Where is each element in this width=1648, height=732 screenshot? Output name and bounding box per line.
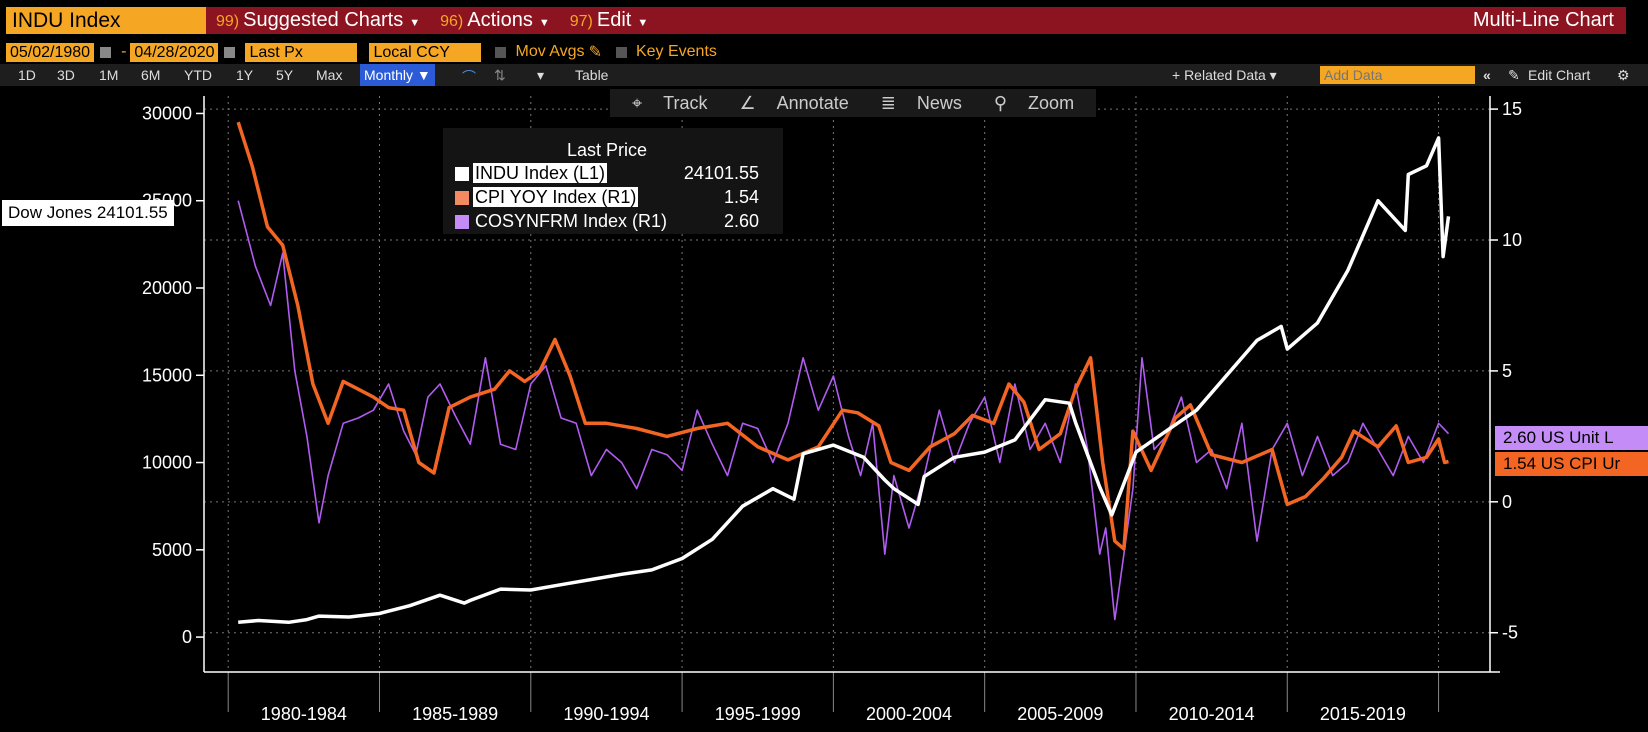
legend-panel: Last Price INDU Index (L1) 24101.55 CPI Y… bbox=[443, 128, 783, 234]
timeframe-ytd[interactable]: YTD bbox=[184, 67, 212, 83]
gear-icon[interactable]: ⚙ bbox=[1617, 67, 1630, 83]
timeframe-1d[interactable]: 1D bbox=[18, 67, 36, 83]
ticker-field[interactable]: INDU Index bbox=[6, 7, 206, 34]
legend-swatch bbox=[455, 215, 469, 230]
x-tick-label: 2015-2019 bbox=[1320, 704, 1406, 724]
left-tick-label: 15000 bbox=[142, 365, 192, 385]
left-tick-label: 10000 bbox=[142, 453, 192, 473]
x-tick-label: 2000-2004 bbox=[866, 704, 952, 724]
add-data-input[interactable] bbox=[1320, 66, 1475, 84]
actions-menu[interactable]: 96) Actions ▼ bbox=[440, 9, 550, 31]
timeframe-1m[interactable]: 1M bbox=[99, 67, 119, 83]
x-tick-label: 1990-1994 bbox=[563, 704, 649, 724]
timeframe-max[interactable]: Max bbox=[316, 67, 343, 83]
pencil-icon[interactable]: ✎ bbox=[1508, 67, 1520, 83]
zoom-tool[interactable]: ⚲ Zoom bbox=[993, 92, 1075, 113]
track-tool[interactable]: ⌖ Track bbox=[632, 92, 708, 113]
calendar-icon[interactable] bbox=[100, 46, 112, 58]
currency-select[interactable]: Local CCY bbox=[369, 42, 482, 62]
legend-swatch bbox=[455, 191, 469, 206]
right-tick-label: -5 bbox=[1502, 623, 1518, 643]
news-icon: ≣ bbox=[880, 92, 896, 113]
calendar-icon[interactable] bbox=[224, 46, 236, 58]
key-events-label: Key Events bbox=[635, 43, 717, 60]
period-select[interactable]: Monthly ▼ bbox=[360, 64, 435, 86]
suggested-charts-menu[interactable]: 99) Suggested Charts ▼ bbox=[216, 9, 421, 31]
chart-style-icon[interactable]: ⇅ bbox=[494, 67, 506, 83]
series-line-cosynfrm-index bbox=[237, 200, 1450, 621]
right-tick-label: 15 bbox=[1502, 99, 1522, 119]
chevron-down-icon: ▼ bbox=[637, 17, 649, 29]
magnifier-icon: ⚲ bbox=[993, 92, 1008, 113]
edit-menu[interactable]: 97) Edit ▼ bbox=[569, 9, 649, 31]
timeframe-1y[interactable]: 1Y bbox=[236, 67, 254, 83]
legend-header: Last Price bbox=[567, 140, 648, 160]
x-tick-label: 1980-1984 bbox=[261, 704, 347, 724]
legend-item-cosynfrm[interactable]: COSYNFRM Index (R1) 2.60 bbox=[455, 211, 771, 231]
controls-row: 05/02/1980 - 04/28/2020 Last Px Local CC… bbox=[6, 42, 717, 62]
legend-item-cpi[interactable]: CPI YOY Index (R1) 1.54 bbox=[455, 187, 771, 207]
last-value-callout: Dow Jones 24101.55 bbox=[2, 200, 174, 226]
pen-icon: ∠ bbox=[739, 92, 756, 113]
pencil-icon[interactable]: ✎ bbox=[588, 44, 602, 61]
table-button[interactable]: Table bbox=[575, 67, 609, 83]
left-tick-label: 20000 bbox=[142, 278, 192, 298]
chart-type-label: Multi-Line Chart bbox=[1472, 9, 1614, 31]
x-tick-label: 2005-2009 bbox=[1017, 704, 1103, 724]
timeframe-bar: 1D 3D 1M 6M YTD 1Y 5Y Max Monthly ▼ ⌒ ⇅ … bbox=[0, 64, 1648, 86]
right-tick-label: 0 bbox=[1502, 492, 1512, 512]
timeframe-5y[interactable]: 5Y bbox=[276, 67, 294, 83]
mov-avgs-label: Mov Avgs bbox=[515, 43, 585, 60]
left-tick-label: 5000 bbox=[152, 540, 192, 560]
news-tool[interactable]: ≣ News bbox=[880, 92, 962, 113]
field-select[interactable]: Last Px bbox=[245, 42, 358, 62]
chart-style-dropdown-icon[interactable]: ▾ bbox=[537, 67, 545, 83]
timeframe-6m[interactable]: 6M bbox=[141, 67, 161, 83]
right-tick-label: 5 bbox=[1502, 361, 1512, 381]
legend-item-indu[interactable]: INDU Index (L1) 24101.55 bbox=[455, 163, 771, 183]
right-tag-cpi: 1.54 US CPI Ur bbox=[1495, 452, 1648, 476]
mov-avgs-checkbox[interactable] bbox=[495, 46, 507, 58]
series-line-cpi-yoy-index bbox=[236, 121, 1449, 551]
key-events-checkbox[interactable] bbox=[615, 46, 627, 58]
x-tick-label: 1985-1989 bbox=[412, 704, 498, 724]
left-tick-label: 0 bbox=[182, 627, 192, 647]
end-date-field[interactable]: 04/28/2020 bbox=[130, 42, 219, 62]
related-data-button[interactable]: + Related Data ▾ bbox=[1172, 67, 1277, 83]
x-tick-label: 1995-1999 bbox=[715, 704, 801, 724]
series-line-indu-index bbox=[238, 136, 1451, 625]
annotate-tool[interactable]: ∠ Annotate bbox=[739, 92, 849, 113]
left-tick-label: 30000 bbox=[142, 103, 192, 123]
legend-swatch bbox=[455, 167, 469, 182]
top-strip bbox=[0, 0, 1648, 6]
edit-chart-button[interactable]: Edit Chart bbox=[1528, 67, 1591, 83]
chevron-down-icon: ▼ bbox=[409, 17, 421, 29]
right-tick-label: 10 bbox=[1502, 230, 1522, 250]
start-date-field[interactable]: 05/02/1980 bbox=[6, 42, 95, 62]
chart-toolbar: ⌖ Track ∠ Annotate ≣ News ⚲ Zoom bbox=[610, 89, 1097, 117]
x-tick-label: 2010-2014 bbox=[1169, 704, 1255, 724]
crosshair-icon: ⌖ bbox=[632, 92, 643, 113]
line-chart-icon[interactable]: ⌒ bbox=[462, 69, 476, 85]
collapse-icon[interactable]: « bbox=[1483, 67, 1491, 83]
right-tag-cosynfrm: 2.60 US Unit L bbox=[1495, 426, 1648, 450]
chevron-down-icon: ▼ bbox=[538, 17, 550, 29]
title-bar: INDU Index 99) Suggested Charts ▼ 96) Actio… bbox=[6, 7, 1626, 34]
timeframe-3d[interactable]: 3D bbox=[57, 67, 75, 83]
date-separator: - bbox=[121, 43, 127, 60]
